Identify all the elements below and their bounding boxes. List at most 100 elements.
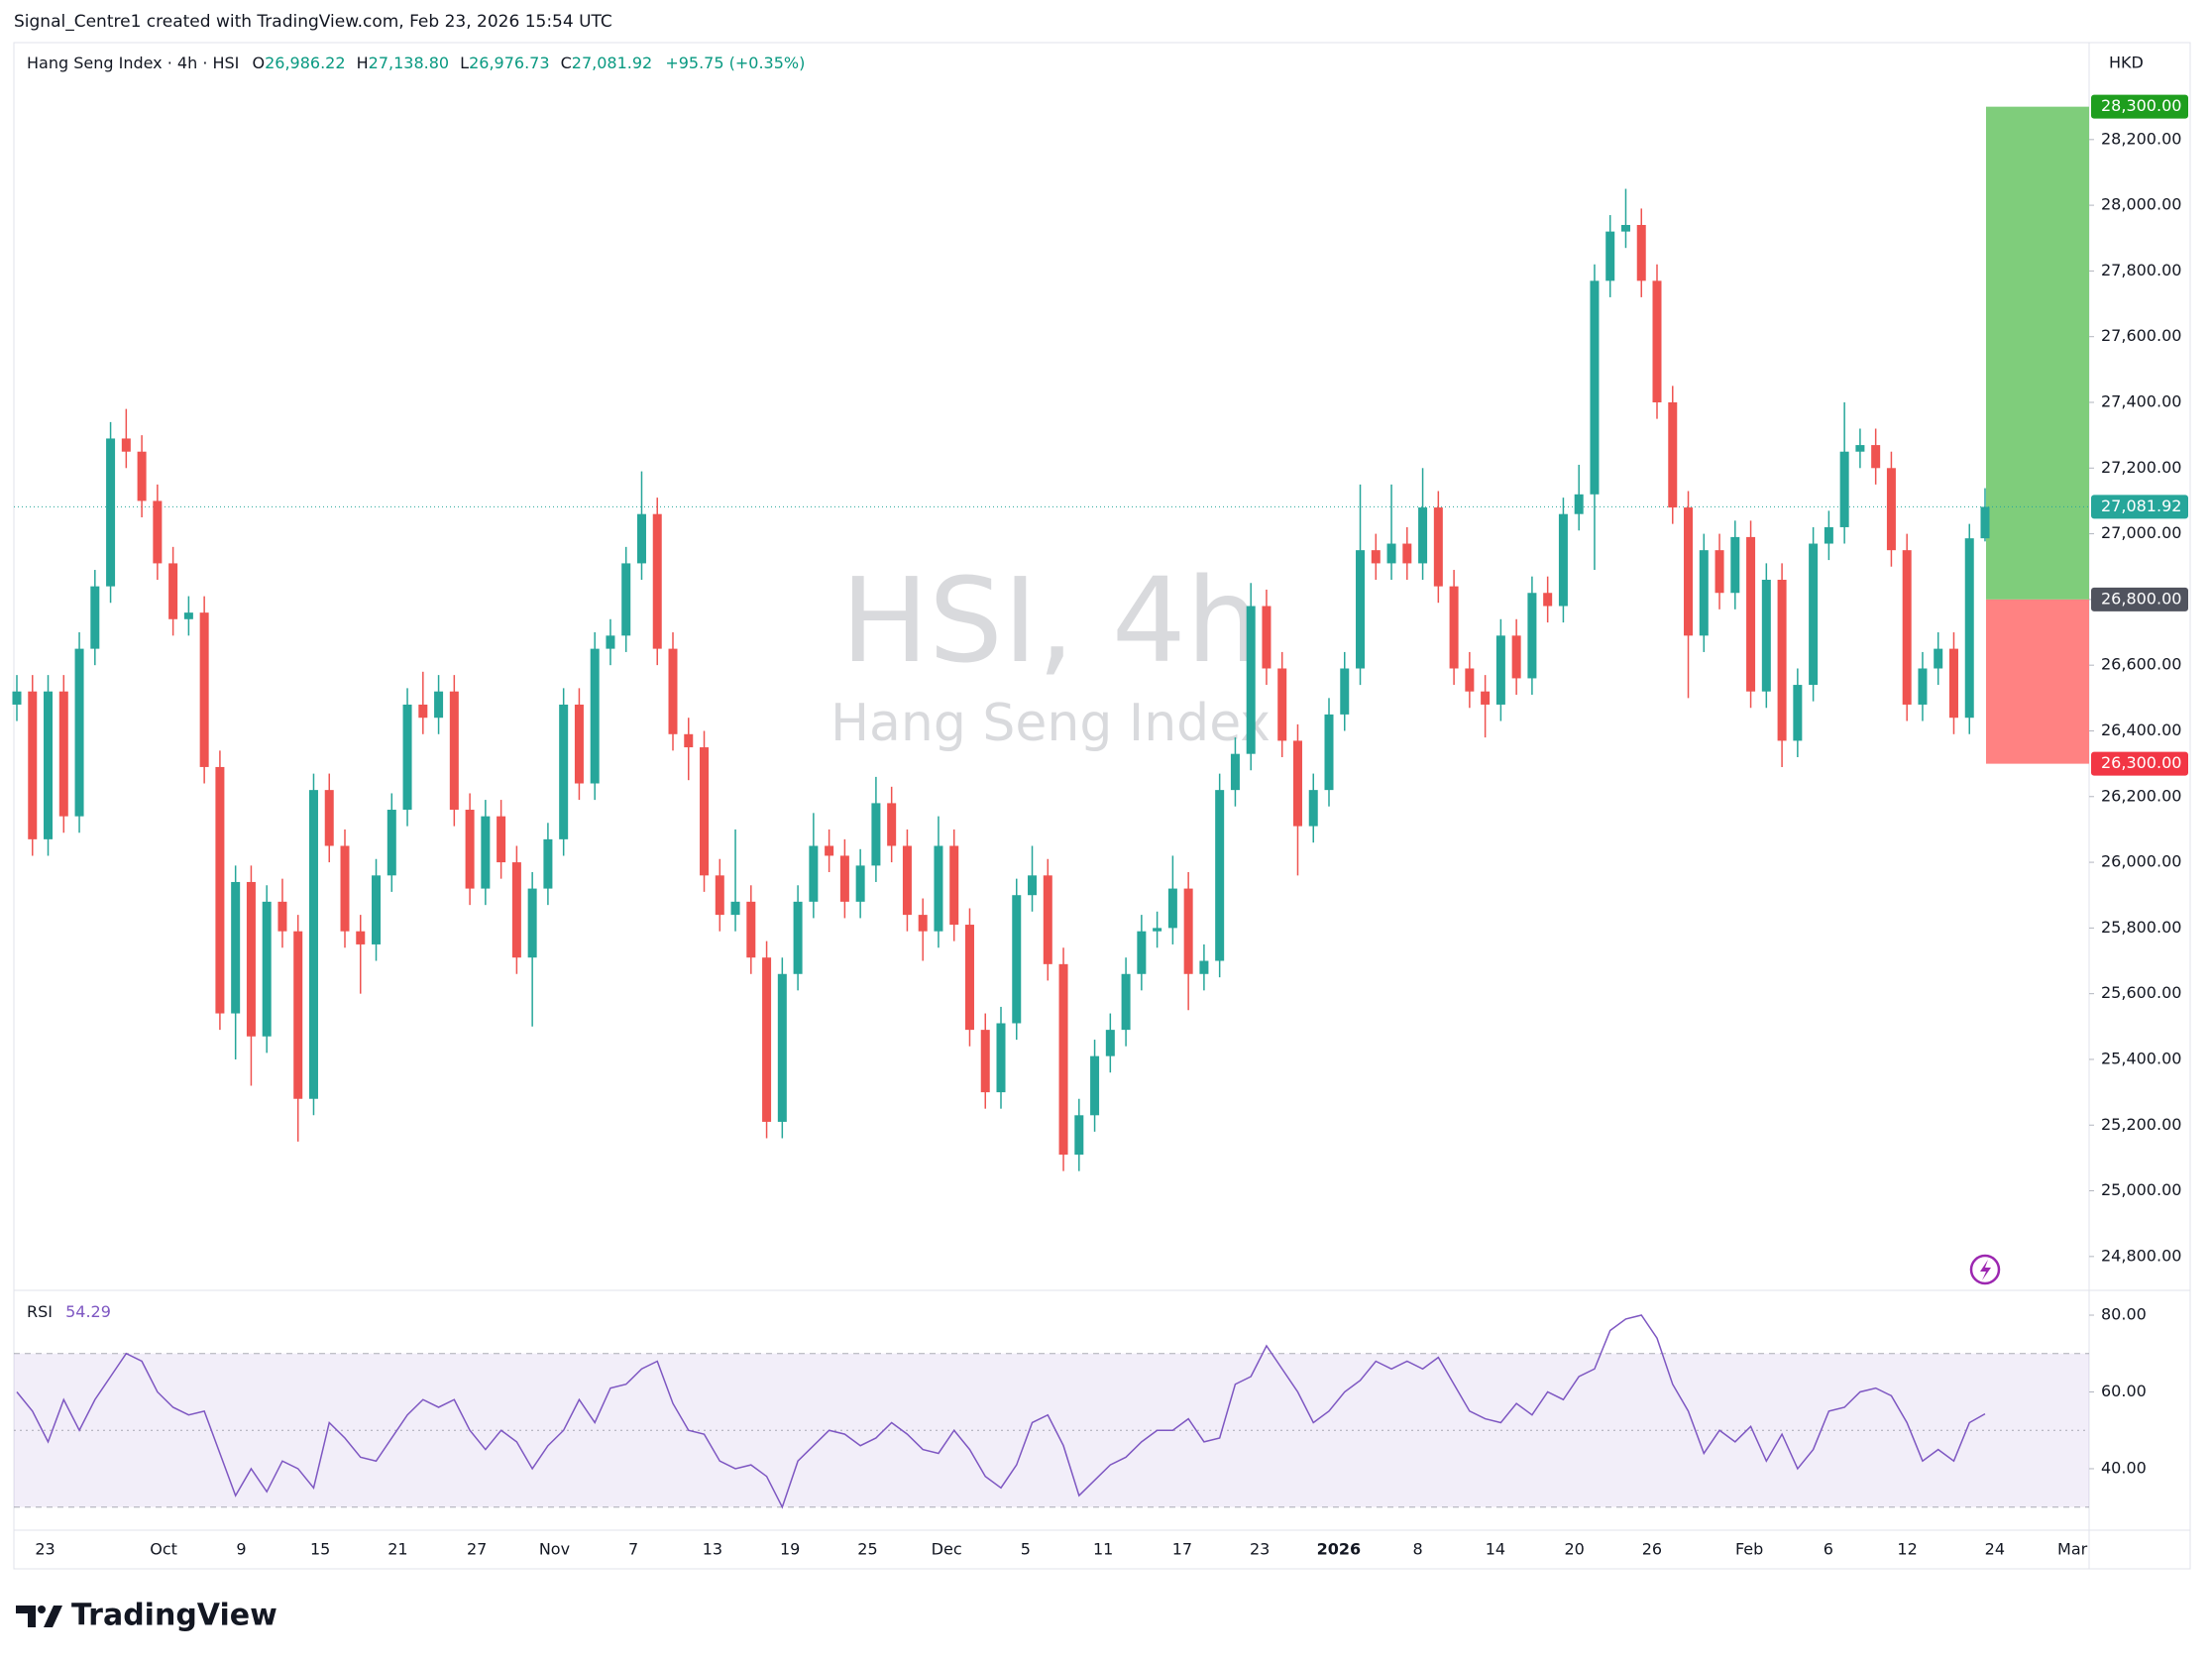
candle-body — [1980, 506, 1990, 539]
y-tick-label: 27,000.00 — [2101, 523, 2181, 542]
candle-body — [106, 438, 116, 587]
candle-body — [481, 816, 491, 889]
candle-body — [28, 691, 38, 839]
candle-body — [324, 790, 334, 846]
candle-body — [1761, 579, 1771, 692]
legend-label: O — [252, 54, 265, 72]
y-tick-label: 26,000.00 — [2101, 852, 2181, 871]
candle-body — [934, 845, 943, 932]
alert-icon[interactable] — [1969, 1254, 2001, 1285]
candle-body — [1449, 586, 1459, 669]
candle-body — [277, 901, 287, 932]
candle-body — [590, 648, 600, 784]
candle-body — [1948, 648, 1958, 719]
legend-label: L — [460, 54, 469, 72]
candle-body — [465, 810, 475, 889]
candle-body — [652, 513, 662, 649]
currency[interactable]: HKD — [2109, 54, 2144, 72]
candle-body — [730, 901, 740, 916]
candle-body — [44, 691, 54, 839]
candle-body — [1839, 451, 1849, 527]
candle-body — [1809, 543, 1819, 686]
candle-body — [1246, 606, 1256, 754]
candle-body — [58, 691, 68, 817]
legend: Hang Seng Index · 4h · HSI O26,986.22 H2… — [27, 54, 805, 72]
candle-body — [559, 704, 569, 839]
legend-value: 26,976.73 — [469, 54, 549, 72]
candle-body — [1730, 536, 1740, 594]
candle-body — [1277, 668, 1287, 741]
candle-body — [74, 648, 84, 817]
candle-body — [402, 704, 412, 811]
x-tick-label: 19 — [780, 1540, 800, 1559]
candle-body — [839, 855, 849, 902]
y-tick-label: 28,200.00 — [2101, 129, 2181, 148]
candle-body — [1684, 507, 1694, 636]
candle-body — [1574, 494, 1584, 514]
candle-body — [715, 875, 724, 916]
candle-body — [574, 704, 584, 784]
candle-body — [1090, 1055, 1100, 1116]
x-tick-label: 11 — [1093, 1540, 1113, 1559]
candle-body — [1465, 668, 1475, 692]
candle-body — [387, 810, 396, 876]
alert-icon-bolt — [1980, 1260, 1991, 1280]
candle-body — [949, 845, 959, 926]
candle-body — [90, 586, 100, 649]
candle-body — [1714, 550, 1724, 594]
candle-body — [855, 865, 865, 902]
candle-body — [1636, 224, 1646, 281]
y-tick-label: 26,600.00 — [2101, 655, 2181, 674]
logo-mark — [16, 1606, 36, 1627]
candle-body — [293, 931, 303, 1099]
position-tool — [1986, 106, 2089, 764]
candle-body — [1511, 635, 1521, 679]
rsi-name[interactable]: RSI — [27, 1302, 53, 1321]
candle-body — [1777, 579, 1787, 741]
candle-body — [1230, 753, 1240, 791]
candle-body — [372, 875, 382, 944]
x-tick-label: 13 — [703, 1540, 722, 1559]
candle-body — [684, 733, 694, 748]
y-tick-label: 25,400.00 — [2101, 1049, 2181, 1067]
candle-body — [1105, 1030, 1115, 1056]
x-tick-label: 2026 — [1317, 1540, 1362, 1559]
candle-body — [1262, 606, 1272, 669]
y-tick-label: 24,800.00 — [2101, 1246, 2181, 1265]
price-label-bg — [2091, 495, 2188, 519]
x-tick-label: Dec — [932, 1540, 962, 1559]
rsi-line — [16, 1314, 1986, 1509]
candle-body — [340, 845, 350, 932]
candle-body — [700, 747, 710, 876]
y-tick-label: 80.00 — [2101, 1305, 2147, 1324]
x-tick-label: 23 — [1250, 1540, 1270, 1559]
candle-body — [1402, 543, 1412, 564]
candle-body — [1481, 691, 1491, 705]
candle-body — [231, 881, 241, 1014]
candle-body — [137, 451, 147, 501]
y-tick-label: 25,000.00 — [2101, 1180, 2181, 1199]
target-label-bg — [2091, 94, 2188, 119]
symbol[interactable]: Hang Seng Index · 4h · HSI — [27, 54, 239, 72]
y-tick-label: 25,800.00 — [2101, 918, 2181, 937]
x-tick-label: 26 — [1642, 1540, 1662, 1559]
x-tick-label: Mar — [2057, 1540, 2088, 1559]
logo-text: TradingView — [71, 1599, 277, 1633]
legend-change: +95.75 (+0.35%) — [665, 54, 805, 72]
candle-body — [746, 901, 756, 958]
candle-body — [449, 691, 459, 811]
y-tick-label: 25,600.00 — [2101, 983, 2181, 1002]
rsi-band — [14, 1353, 2089, 1507]
candle-body — [1918, 668, 1928, 705]
candle-body — [1699, 550, 1709, 636]
candle-body — [308, 790, 318, 1099]
legend-value: 27,138.80 — [369, 54, 449, 72]
candle-body — [1964, 538, 1974, 719]
candle-body — [1386, 543, 1396, 564]
candle-body — [1590, 280, 1600, 495]
candle-body — [1153, 928, 1162, 932]
legend-label: C — [561, 54, 572, 72]
credit: Signal_Centre1 created with TradingView.… — [14, 12, 612, 32]
candle-body — [1558, 513, 1568, 607]
